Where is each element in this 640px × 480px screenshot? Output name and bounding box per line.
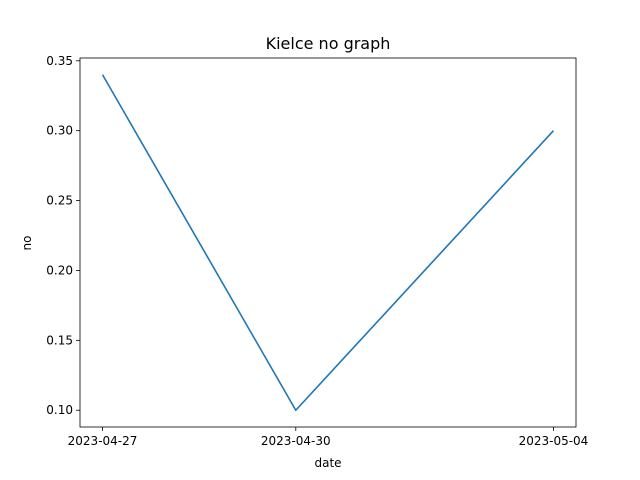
y-tick-label-4: 0.30 [46,124,73,138]
x-axis-label: date [314,456,341,470]
y-tick-label-0: 0.10 [46,403,73,417]
y-tick-label-5: 0.35 [46,54,73,68]
chart-title: Kielce no graph [266,34,391,53]
y-tick-label-2: 0.20 [46,263,73,277]
y-tick-label-3: 0.25 [46,194,73,208]
series-line-0 [101,74,555,412]
plot-area: 0.10 0.15 0.20 0.25 0.30 0.35 2023-04-27 2023-0… [46,54,588,448]
y-tick-label-1: 0.15 [46,333,73,347]
x-tick-label-0: 2023-04-27 [68,434,138,448]
y-axis-label: no [20,236,34,251]
x-tick-label-1: 2023-04-30 [261,434,331,448]
axes-frame [79,57,577,428]
x-tick-label-2: 2023-05-04 [519,434,589,448]
